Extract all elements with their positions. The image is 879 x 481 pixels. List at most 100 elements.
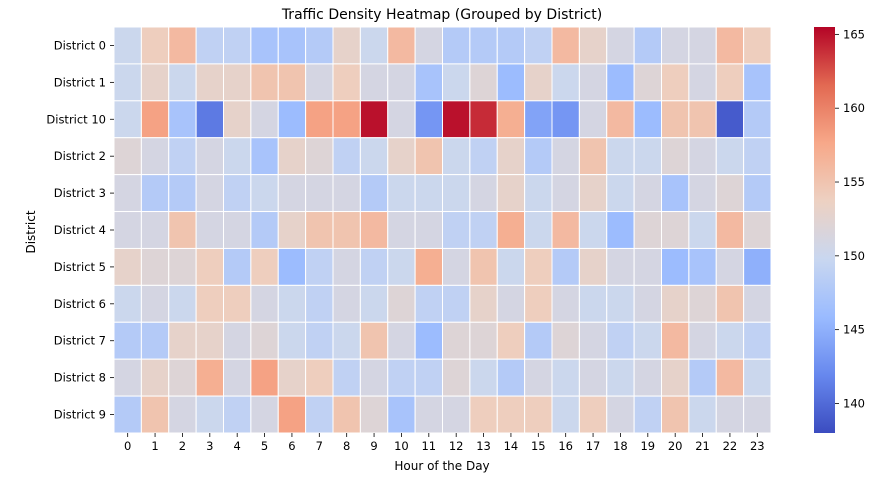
heatmap-cell — [113, 63, 142, 102]
heatmap-cell — [469, 247, 498, 286]
x-tick-label: 13 — [476, 439, 491, 453]
heatmap-cell — [524, 137, 553, 176]
heatmap-cell — [140, 395, 170, 434]
x-tick-label: 21 — [695, 439, 710, 453]
heatmap-cell — [442, 395, 471, 434]
colorbar-tick-label: 140 — [843, 396, 865, 410]
x-tick-label: 16 — [558, 439, 573, 453]
heatmap-cell — [661, 211, 690, 249]
heatmap-cell — [496, 26, 526, 65]
heatmap-cell — [387, 174, 416, 213]
heatmap-cell — [168, 321, 197, 360]
colorbar-tick-label: 145 — [843, 323, 865, 337]
heatmap-cell — [688, 26, 717, 65]
heatmap-cell — [140, 321, 170, 360]
heatmap-cell — [414, 284, 443, 323]
heatmap-cell — [715, 321, 745, 360]
heatmap-cell — [305, 321, 334, 360]
heatmap-cell — [168, 247, 197, 286]
heatmap-cell — [688, 321, 717, 360]
heatmap-cell — [305, 100, 334, 139]
heatmap-cell — [661, 100, 690, 139]
heatmap-cell — [332, 247, 361, 286]
heatmap-cell — [387, 358, 416, 397]
heatmap-cell — [633, 63, 662, 102]
heatmap-cell — [606, 63, 635, 102]
heatmap-cell — [578, 26, 608, 65]
heatmap-cell — [277, 284, 307, 323]
heatmap-cell — [715, 358, 745, 397]
x-tick-label: 6 — [288, 439, 295, 453]
heatmap-cell — [551, 247, 580, 286]
heatmap-cell — [359, 100, 389, 139]
heatmap-cell — [223, 174, 252, 213]
heatmap-cell — [113, 321, 142, 360]
x-tick-label: 23 — [750, 439, 765, 453]
heatmap-cell — [469, 26, 498, 65]
heatmap-cell — [195, 395, 224, 434]
heatmap-cell — [250, 63, 279, 102]
heatmap-cell — [578, 137, 608, 176]
x-tick-label: 11 — [421, 439, 436, 453]
heatmap-cell — [524, 211, 553, 249]
heatmap-cell — [578, 395, 608, 434]
heatmap-cell — [469, 395, 498, 434]
x-axis-label: Hour of the Day — [394, 459, 489, 473]
heatmap-cell — [140, 26, 170, 65]
heatmap-cell — [578, 174, 608, 213]
heatmap-cell — [359, 358, 389, 397]
y-tick-label: District 6 — [54, 297, 106, 311]
heatmap-cells — [113, 26, 772, 434]
heatmap-cell — [195, 26, 224, 65]
y-tick-labels: District 0 District 1 District 10 District … — [46, 38, 114, 422]
heatmap-cell — [551, 284, 580, 323]
heatmap-cell — [140, 211, 170, 249]
heatmap-cell — [113, 26, 142, 65]
heatmap-cell — [606, 26, 635, 65]
heatmap-cell — [277, 63, 307, 102]
y-tick-label: District 4 — [54, 223, 106, 237]
heatmap-cell — [277, 395, 307, 434]
heatmap-cell — [633, 26, 662, 65]
heatmap-cell — [332, 26, 361, 65]
heatmap-cell — [578, 100, 608, 139]
heatmap-cell — [551, 26, 580, 65]
y-tick-label: District 7 — [54, 334, 106, 348]
heatmap-cell — [496, 211, 526, 249]
heatmap-cell — [633, 321, 662, 360]
heatmap-cell — [578, 211, 608, 249]
heatmap-cell — [305, 395, 334, 434]
heatmap-cell — [469, 358, 498, 397]
heatmap-cell — [715, 174, 745, 213]
x-tick-labels: 0 1 2 3 4 5 6 7 8 9 10 11 12 13 14 15 16 17 18 19 20 21 22 23 — [124, 433, 765, 453]
heatmap-cell — [688, 247, 717, 286]
heatmap-cell — [442, 247, 471, 286]
heatmap-cell — [743, 321, 772, 360]
heatmap-cell — [305, 284, 334, 323]
heatmap-cell — [195, 211, 224, 249]
heatmap-cell — [743, 358, 772, 397]
heatmap-cell — [168, 358, 197, 397]
heatmap-cell — [223, 211, 252, 249]
x-tick-label: 22 — [723, 439, 738, 453]
heatmap-cell — [305, 137, 334, 176]
heatmap-cell — [359, 321, 389, 360]
heatmap-cell — [661, 395, 690, 434]
heatmap-cell — [551, 395, 580, 434]
heatmap-cell — [442, 321, 471, 360]
heatmap-cell — [223, 26, 252, 65]
heatmap-cell — [442, 284, 471, 323]
heatmap-cell — [195, 100, 224, 139]
heatmap-cell — [332, 358, 361, 397]
heatmap-cell — [496, 284, 526, 323]
heatmap-cell — [633, 395, 662, 434]
heatmap-cell — [305, 63, 334, 102]
heatmap-cell — [633, 284, 662, 323]
heatmap-cell — [442, 137, 471, 176]
heatmap-cell — [387, 247, 416, 286]
heatmap-cell — [578, 358, 608, 397]
heatmap-cell — [688, 100, 717, 139]
x-tick-label: 5 — [261, 439, 268, 453]
heatmap-cell — [359, 63, 389, 102]
